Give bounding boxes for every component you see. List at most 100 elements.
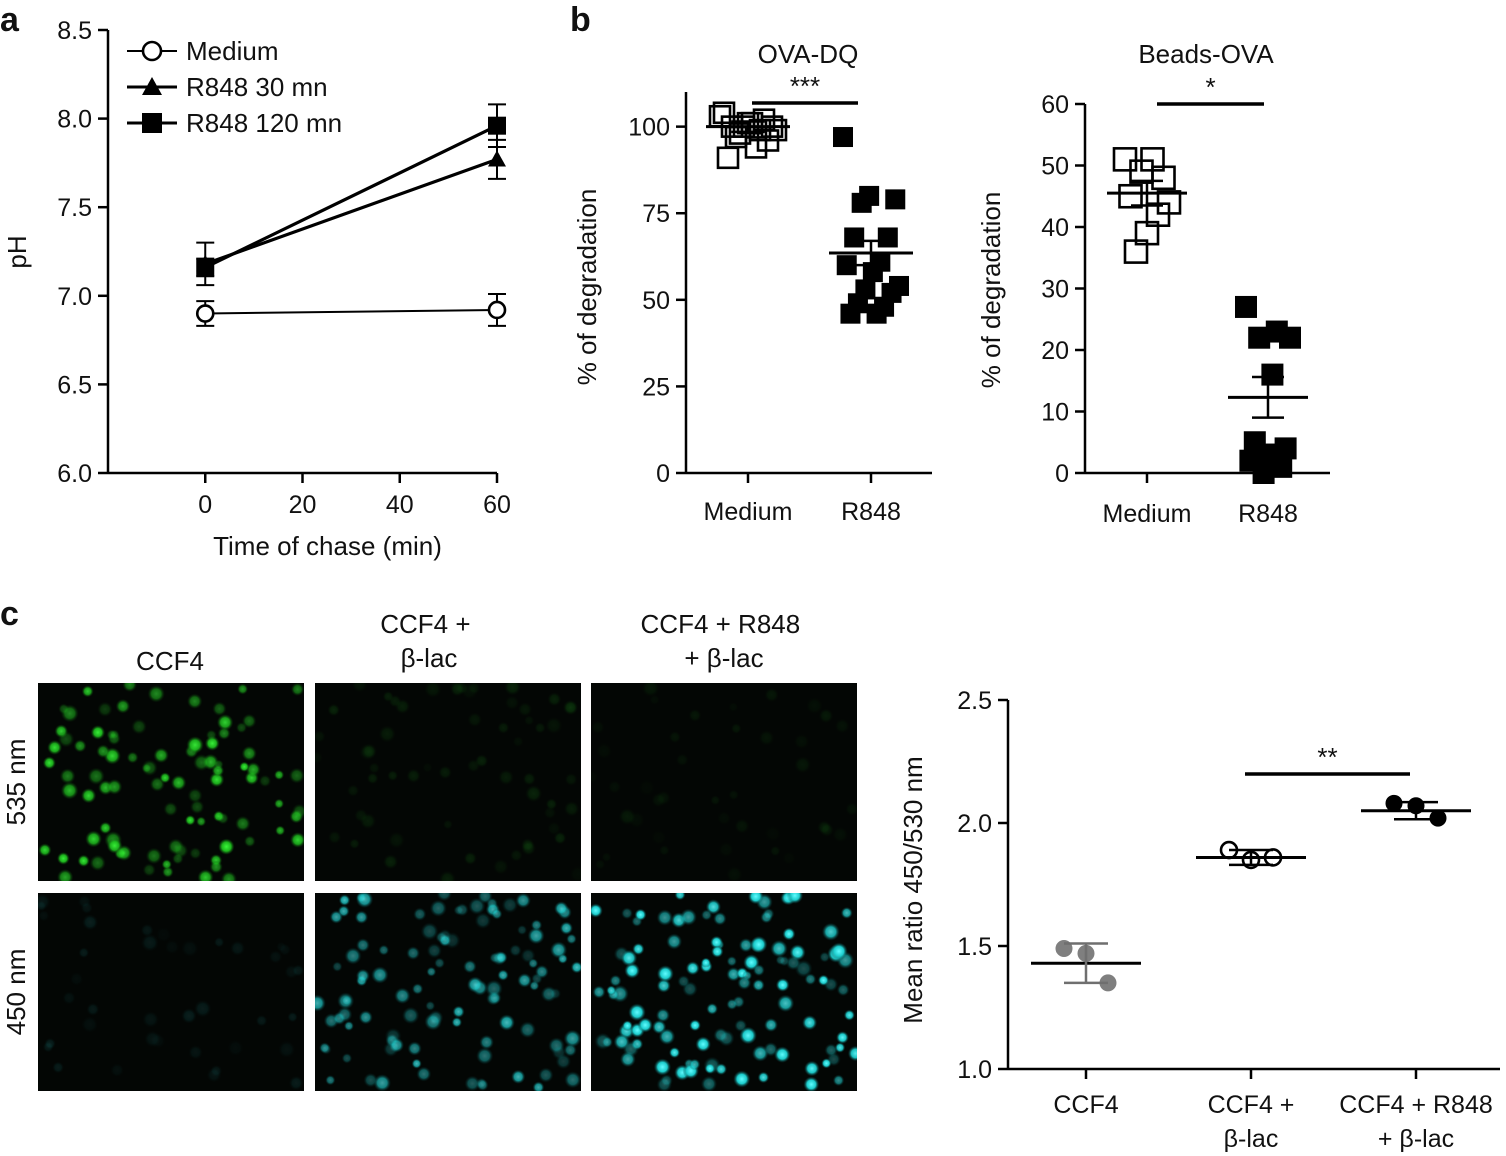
cell: [99, 821, 112, 835]
legend-label: R848 30 mn: [186, 72, 328, 102]
micro-col-label-line: CCF4 +: [380, 609, 470, 639]
legend-marker: [141, 40, 163, 62]
cell: [515, 893, 532, 909]
cell: [715, 1063, 728, 1076]
data-point: [716, 146, 740, 170]
cell: [774, 1046, 791, 1063]
cell: [60, 704, 79, 723]
cell: [594, 859, 606, 870]
cell: [718, 842, 734, 858]
cell: [141, 763, 152, 774]
cell: [349, 838, 360, 850]
cell: [329, 910, 343, 924]
cell: [569, 866, 586, 883]
cell: [354, 910, 369, 924]
cell: [196, 816, 207, 827]
cell: [474, 754, 489, 768]
chart-a-ph-time: 6.0 6.5 7.0 7.5 8.0 8.5 0 20 40 60 Time of chase (…: [2, 17, 511, 561]
cell: [59, 768, 76, 785]
y-tick-label: 60: [1041, 91, 1069, 119]
cell: [821, 922, 840, 941]
cell: [564, 772, 578, 786]
y-tick-label: 2.0: [957, 810, 992, 838]
cell: [534, 722, 546, 734]
data-point: [1129, 159, 1154, 184]
cell: [474, 912, 492, 930]
cell: [843, 1009, 856, 1021]
cell: [491, 908, 503, 920]
cell: [563, 800, 580, 817]
group-ccf4-r848-lac: [1361, 794, 1471, 827]
data-point: [744, 136, 768, 159]
chart-title: OVA-DQ: [758, 39, 859, 69]
cell: [758, 729, 775, 746]
cell: [213, 936, 225, 948]
cell: [511, 1069, 526, 1084]
data-point: [851, 192, 872, 213]
cell: [726, 955, 738, 967]
cell: [739, 1026, 758, 1045]
cell: [651, 830, 667, 846]
cell: [161, 859, 172, 870]
cell: [762, 907, 775, 920]
cell: [145, 847, 163, 865]
cell: [700, 909, 713, 921]
cell: [566, 933, 577, 945]
cell: [355, 938, 370, 953]
cell: [189, 847, 202, 860]
cell: [817, 820, 832, 835]
cell: [562, 699, 578, 716]
cell: [546, 821, 562, 836]
cell: [706, 1002, 719, 1015]
cell: [752, 978, 765, 992]
cell: [476, 1047, 494, 1065]
group-medium: [706, 101, 790, 170]
cell: [847, 1045, 857, 1062]
data-point: [1248, 326, 1271, 349]
cell: [613, 1033, 630, 1051]
cell: [70, 972, 84, 986]
cell: [464, 1075, 481, 1091]
cell: [666, 933, 683, 950]
cell: [830, 942, 848, 961]
cell: [378, 944, 390, 956]
data-point: [195, 304, 215, 323]
data-point: [196, 258, 215, 277]
y-tick-label: 0: [1055, 460, 1069, 488]
x-tick-label-medium: Medium: [1103, 500, 1192, 528]
cell: [591, 903, 603, 918]
cell: [668, 1046, 681, 1059]
cell: [601, 852, 612, 863]
cell: [517, 973, 532, 988]
significance-label: ***: [790, 71, 820, 101]
data-point: [488, 150, 506, 167]
series-r848-30-mn: [196, 138, 506, 287]
cell: [836, 1031, 849, 1044]
cell: [658, 844, 670, 856]
cell: [651, 792, 666, 808]
data-point: [487, 300, 507, 320]
cell: [288, 1075, 304, 1091]
cell: [436, 893, 453, 902]
cell: [607, 780, 622, 794]
cell: [609, 974, 622, 987]
cell: [503, 683, 522, 696]
cell: [165, 940, 180, 955]
cell: [834, 718, 850, 734]
cell: [90, 725, 106, 740]
cell: [332, 961, 343, 972]
cell: [803, 1076, 820, 1091]
cell: [592, 985, 606, 999]
cell: [668, 730, 682, 744]
y-tick-label: 30: [1041, 276, 1069, 304]
y-tick-label: 10: [1041, 399, 1069, 427]
cell: [675, 753, 689, 767]
cell: [171, 852, 184, 865]
data-point: [488, 116, 506, 135]
cell: [382, 690, 394, 703]
cell: [189, 799, 205, 815]
y-tick-label: 7.5: [57, 194, 92, 222]
cell: [677, 975, 690, 988]
cell: [455, 683, 469, 695]
cell: [388, 1041, 400, 1053]
